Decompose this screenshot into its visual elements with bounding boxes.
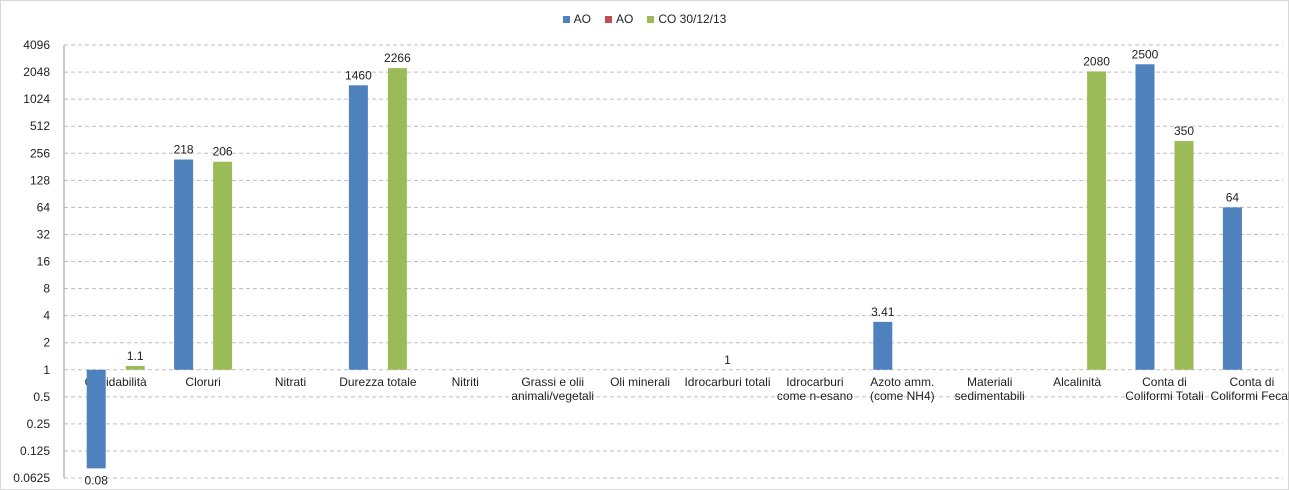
bar [387, 68, 407, 370]
data-label: 2500 [1132, 47, 1159, 61]
legend-item-ao-blue: AO [562, 12, 591, 26]
bar [1222, 207, 1242, 370]
bar [873, 321, 893, 370]
x-category-label: (come NH4) [870, 389, 935, 403]
x-category-label: sedimentabili [955, 389, 1025, 403]
y-tick-label: 32 [37, 227, 51, 241]
x-category-label: Durezza totale [339, 375, 417, 389]
x-category-label: Azoto amm. [870, 375, 934, 389]
x-category-label: Grassi e olii [521, 375, 584, 389]
legend-item-ao-red: AO [604, 12, 634, 26]
x-category-label: Oli minerali [610, 375, 670, 389]
legend-label-co: CO 30/12/13 [658, 12, 727, 26]
y-tick-label: 1 [43, 363, 50, 377]
x-category-label: Coliformi Totali [1125, 389, 1203, 403]
data-label: 1460 [345, 68, 372, 82]
y-tick-label: 2 [43, 336, 50, 350]
x-category-label: Alcalinità [1053, 375, 1101, 389]
x-category-label: come n-esano [777, 389, 853, 403]
data-label: 3.41 [871, 305, 895, 319]
x-category-label: Nitriti [452, 375, 479, 389]
x-category-label: Materiali [967, 375, 1012, 389]
data-label: 0.08 [85, 473, 109, 487]
legend-swatch-ao-blue [562, 15, 570, 23]
x-category-label: Cloruri [185, 375, 220, 389]
data-label: 2266 [384, 51, 411, 65]
bar [86, 369, 106, 469]
y-tick-label: 4096 [23, 38, 50, 52]
legend-label-ao-red: AO [615, 12, 634, 26]
x-category-label: Conta di [1230, 375, 1275, 389]
y-tick-label: 0.25 [27, 417, 51, 431]
data-label: 206 [213, 145, 233, 159]
y-tick-label: 16 [37, 255, 51, 269]
y-tick-label: 0.0625 [13, 471, 50, 485]
chart-legend: AO AO CO 30/12/13 [0, 12, 1289, 26]
x-category-label: Coliformi Fecali [1211, 389, 1289, 403]
y-tick-label: 256 [30, 146, 50, 160]
bar [213, 161, 233, 370]
y-tick-label: 128 [30, 173, 50, 187]
y-tick-label: 1024 [23, 92, 50, 106]
data-label: 350 [1174, 124, 1194, 138]
data-label: 64 [1226, 190, 1240, 204]
legend-item-co: CO 30/12/13 [647, 12, 726, 26]
data-label: 1.1 [127, 349, 144, 363]
y-tick-label: 8 [43, 282, 50, 296]
y-tick-label: 4 [43, 309, 50, 323]
x-category-label: Conta di [1142, 375, 1187, 389]
x-category-label: Idrocarburi [786, 375, 843, 389]
legend-swatch-co [647, 15, 655, 23]
bar [348, 85, 368, 370]
data-label: 218 [174, 143, 194, 157]
legend-label-ao-blue: AO [573, 12, 591, 26]
x-category-label: Idrocarburi totali [684, 375, 770, 389]
bar [1135, 64, 1155, 370]
bar [1174, 141, 1194, 370]
x-category-label: Nitrati [275, 375, 306, 389]
bar [1087, 71, 1107, 370]
x-category-label: animali/vegetali [511, 389, 594, 403]
bar [125, 366, 145, 370]
y-tick-label: 0.125 [20, 444, 50, 458]
y-tick-label: 64 [37, 200, 51, 214]
y-tick-label: 0.5 [33, 390, 50, 404]
bar [174, 159, 194, 370]
y-tick-label: 512 [30, 119, 50, 133]
legend-swatch-ao-red [604, 15, 612, 23]
data-label: 2080 [1083, 54, 1110, 68]
data-label: 1 [724, 353, 731, 367]
y-tick-label: 2048 [23, 65, 50, 79]
